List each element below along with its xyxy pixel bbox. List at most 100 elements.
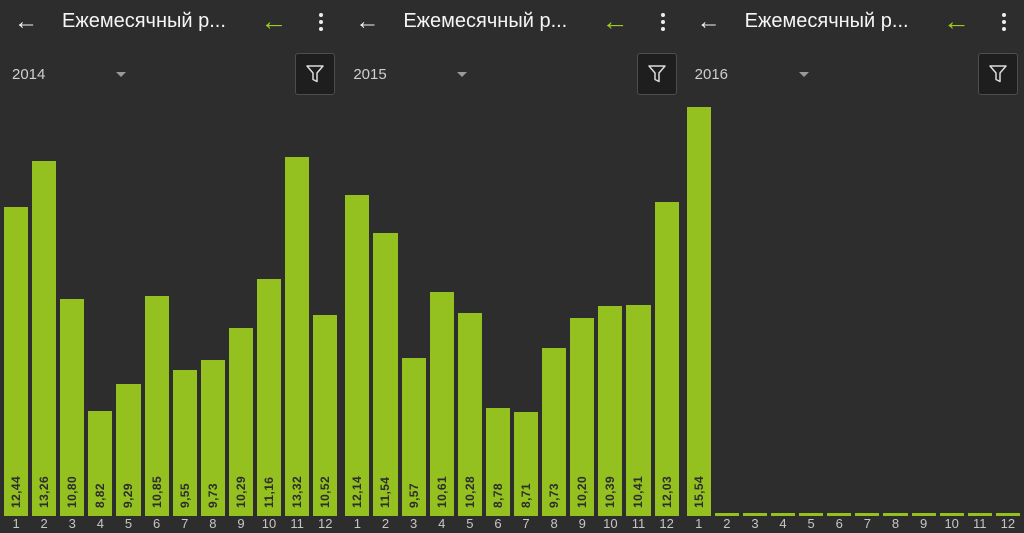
bar[interactable]: [911, 513, 936, 516]
bar[interactable]: 10,41: [626, 304, 651, 516]
bar[interactable]: [967, 513, 992, 516]
x-axis-label: 10: [944, 516, 959, 531]
bar[interactable]: [855, 513, 880, 516]
bar[interactable]: 10,80: [60, 299, 85, 516]
bar[interactable]: 10,20: [570, 317, 595, 516]
x-axis-label: 8: [891, 516, 900, 531]
x-axis-label: 7: [863, 516, 871, 531]
bar[interactable]: 9,29: [116, 384, 141, 516]
bar[interactable]: 10,39: [598, 305, 623, 516]
bar[interactable]: [883, 513, 908, 516]
filter-button[interactable]: [295, 53, 336, 95]
bar-value-label: 12,14: [350, 475, 365, 508]
bar[interactable]: 12,14: [345, 194, 370, 516]
bar[interactable]: 13,26: [32, 160, 57, 516]
overflow-menu-icon[interactable]: [313, 9, 329, 35]
bar[interactable]: [799, 513, 824, 516]
x-axis-label: 5: [466, 516, 474, 531]
x-axis-label: 7: [181, 516, 189, 531]
bar-value-label: 10,85: [149, 475, 164, 508]
funnel-icon: [647, 65, 666, 83]
bar[interactable]: 10,29: [228, 328, 253, 516]
bar-value-label: 9,29: [121, 483, 136, 508]
year-dropdown[interactable]: 2014: [10, 60, 128, 89]
bar-value-label: 13,32: [290, 475, 305, 508]
back-arrow-icon[interactable]: ←: [355, 7, 380, 35]
green-back-arrow-icon[interactable]: ←: [601, 6, 629, 36]
bar[interactable]: 9,55: [172, 369, 197, 516]
bar[interactable]: 9,73: [200, 359, 225, 516]
bar-area: 11,16: [256, 105, 282, 516]
bar[interactable]: 12,44: [4, 206, 29, 516]
back-arrow-icon[interactable]: ←: [696, 7, 721, 35]
bar-value-label: 8,78: [490, 483, 505, 508]
x-axis-label: 1: [12, 516, 20, 531]
year-dropdown-value: 2015: [353, 65, 387, 83]
bar[interactable]: 8,71: [513, 412, 539, 516]
bar-area: [967, 105, 992, 516]
bar[interactable]: 10,28: [457, 312, 482, 516]
bar[interactable]: 12,03: [654, 201, 679, 516]
bar[interactable]: 8,78: [485, 407, 510, 516]
bar[interactable]: [995, 513, 1020, 516]
bar-area: 10,61: [429, 105, 454, 516]
bar-chart-2015: 12,14 1 11,54 2 9,57 3 10,61 4 10,28 5 8,78 6 8,71 7 9…: [341, 105, 682, 533]
bar-slot: 9: [911, 105, 936, 533]
bar-slot: 10: [939, 105, 964, 533]
bar-value-label: 15,54: [691, 475, 706, 508]
bar-slot: 10,61 4: [429, 105, 454, 533]
bar[interactable]: 10,61: [429, 291, 454, 516]
green-back-arrow-icon[interactable]: ←: [942, 6, 970, 36]
bar[interactable]: 11,54: [373, 232, 398, 516]
bar-slot: 9,29 5: [116, 105, 141, 533]
filter-button[interactable]: [977, 53, 1018, 95]
bar[interactable]: [742, 513, 767, 516]
bar-slot: 3: [742, 105, 767, 533]
bar[interactable]: 11,16: [256, 279, 282, 516]
bar-slot: 8,71 7: [513, 105, 539, 533]
overflow-menu-icon[interactable]: [996, 9, 1012, 35]
bar-slot: 9,73 8: [542, 105, 567, 533]
bar-slot: 9,55 7: [172, 105, 197, 533]
bar-value-label: 10,52: [318, 475, 333, 508]
bar-value-label: 12,03: [659, 475, 674, 508]
x-axis-label: 6: [494, 516, 502, 531]
bar-slot: 12,14 1: [345, 105, 370, 533]
x-axis-label: 5: [807, 516, 815, 531]
x-axis-label: 11: [290, 516, 304, 531]
bar[interactable]: 9,57: [401, 357, 426, 516]
x-axis-label: 2: [723, 516, 731, 531]
chevron-down-icon: [798, 71, 809, 77]
bar[interactable]: [827, 513, 852, 516]
x-axis-label: 4: [779, 516, 787, 531]
bar[interactable]: 10,52: [313, 315, 338, 516]
bar[interactable]: [939, 513, 964, 516]
bar[interactable]: [770, 513, 796, 516]
x-axis-label: 2: [40, 516, 48, 531]
bar[interactable]: 8,82: [88, 410, 113, 516]
bar-chart-2016: 15,54 1 2 3 4 5 6 7 8 9 10 11 12: [683, 105, 1024, 533]
action-bar: ← Ежемесячный р... ←: [0, 0, 341, 43]
year-dropdown[interactable]: 2015: [351, 60, 469, 89]
x-axis-label: 4: [96, 516, 104, 531]
bar-slot: 9,57 3: [401, 105, 426, 533]
action-bar: ← Ежемесячный р... ←: [683, 0, 1024, 43]
bar-value-label: 13,26: [37, 475, 52, 508]
back-arrow-icon[interactable]: ←: [14, 7, 38, 35]
bar-value-label: 12,44: [9, 475, 24, 508]
x-axis-label: 1: [353, 516, 361, 531]
overflow-menu-icon[interactable]: [655, 9, 671, 35]
bar[interactable]: [714, 513, 739, 516]
bar[interactable]: 13,32: [285, 157, 310, 516]
bar-area: 12,44: [4, 105, 29, 516]
bar-slot: 13,32 11: [285, 105, 310, 533]
year-dropdown[interactable]: 2016: [693, 60, 811, 89]
x-axis-label: 12: [318, 516, 333, 531]
bar[interactable]: 9,73: [542, 347, 567, 516]
bar-area: 8,71: [513, 105, 539, 516]
bar-slot: 6: [827, 105, 852, 533]
bar[interactable]: 15,54: [686, 106, 711, 516]
green-back-arrow-icon[interactable]: ←: [260, 6, 288, 36]
bar[interactable]: 10,85: [144, 296, 169, 516]
filter-button[interactable]: [636, 53, 677, 95]
